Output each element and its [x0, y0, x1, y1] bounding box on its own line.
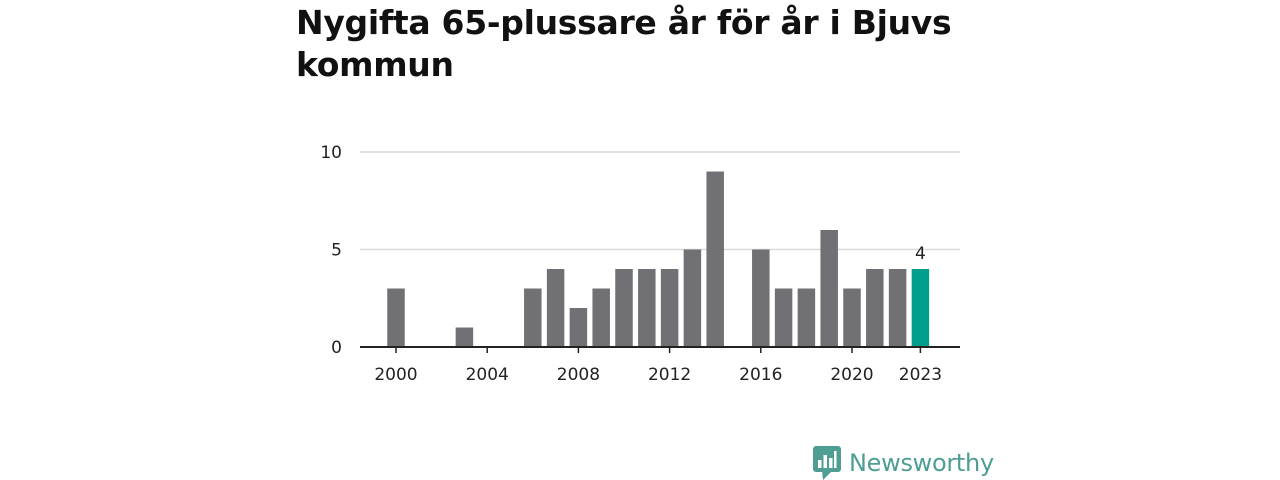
- bar-chart: 0 5 10 2000 2004 2008 2012 2016 2020 2023 4: [320, 143, 960, 385]
- bar-2021: [866, 269, 884, 347]
- x-tick-label-2008: 2008: [557, 365, 600, 385]
- y-tick-label-0: 0: [331, 338, 342, 358]
- bar-2008: [569, 308, 588, 347]
- x-tick-label-2004: 2004: [466, 365, 509, 385]
- x-tick-label-2023: 2023: [899, 365, 942, 385]
- newsworthy-logo: Newsworthy: [813, 446, 994, 480]
- newsworthy-chart-icon: [813, 446, 841, 480]
- x-tick-label-2000: 2000: [374, 365, 417, 385]
- data-label-2023: 4: [915, 244, 926, 264]
- bar-2017: [774, 288, 793, 347]
- x-tick-label-2016: 2016: [739, 365, 782, 385]
- bar-2000: [387, 288, 405, 347]
- bar-2013: [683, 249, 702, 347]
- y-tick-label-5: 5: [331, 241, 342, 261]
- bar-2018: [797, 288, 816, 347]
- bar-2009: [592, 288, 610, 347]
- bar-2006: [524, 288, 542, 347]
- x-tick-label-2012: 2012: [648, 365, 691, 385]
- axes: [360, 346, 960, 353]
- bar-2012: [660, 269, 679, 347]
- bar-2022: [888, 269, 907, 347]
- bar-2003: [455, 327, 474, 347]
- chart-title: Nygifta 65-plussare år för år i Bjuvs ko…: [296, 3, 952, 84]
- gridlines: [360, 151, 960, 251]
- bar-2023: [911, 269, 930, 347]
- brand-name: Newsworthy: [849, 449, 994, 477]
- y-tick-label-10: 10: [320, 143, 342, 163]
- bar-2010: [615, 269, 633, 347]
- bar-2007: [546, 269, 565, 347]
- x-tick-label-2020: 2020: [830, 365, 873, 385]
- bar-2016: [752, 249, 770, 347]
- bar-2011: [638, 269, 656, 347]
- bar-2014: [706, 171, 724, 347]
- bars: [387, 171, 930, 347]
- bar-2020: [843, 288, 861, 347]
- labels: 0 5 10 2000 2004 2008 2012 2016 2020 2023 4: [320, 143, 942, 385]
- bar-2019: [820, 230, 838, 347]
